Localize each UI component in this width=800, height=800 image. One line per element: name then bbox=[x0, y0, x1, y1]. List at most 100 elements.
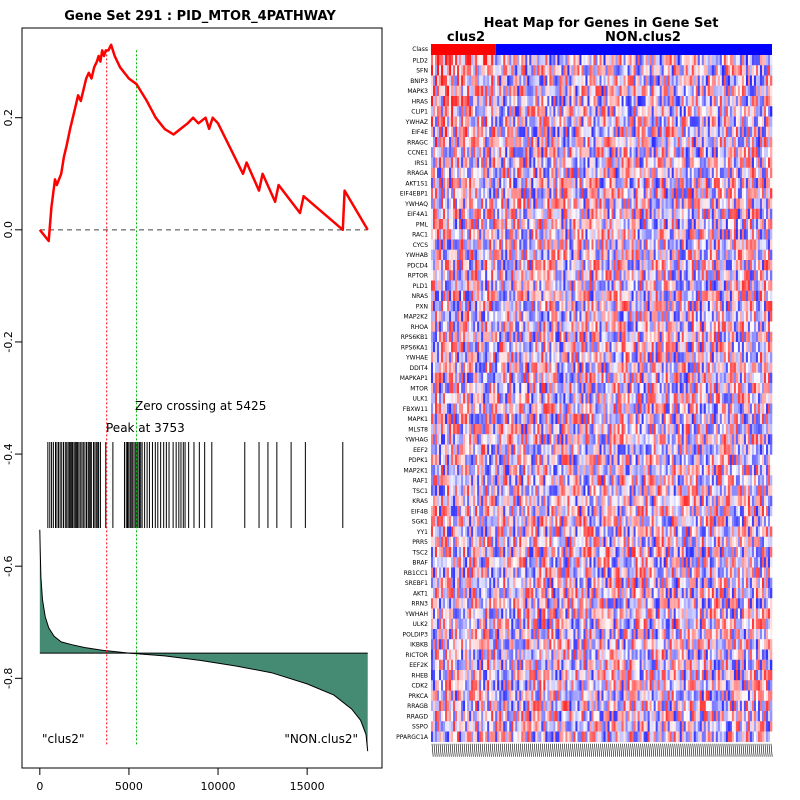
heatmap-cell bbox=[727, 188, 731, 199]
heatmap-cell bbox=[757, 239, 761, 250]
heatmap-cell bbox=[753, 126, 757, 138]
group-label-non-clus2: NON.clus2 bbox=[605, 30, 681, 45]
heatmap-cell bbox=[515, 167, 518, 179]
heatmap-cell bbox=[495, 208, 498, 220]
heatmap-cell bbox=[667, 260, 670, 271]
heatmap-cell bbox=[687, 85, 691, 97]
heatmap-cell bbox=[675, 311, 679, 322]
heatmap-cell bbox=[595, 106, 598, 117]
heatmap-cell bbox=[441, 85, 444, 97]
heatmap-cell bbox=[667, 137, 670, 148]
heatmap-cell bbox=[699, 270, 703, 281]
heatmap-cell bbox=[729, 157, 733, 168]
heatmap-cell bbox=[451, 198, 454, 209]
heatmap-cell bbox=[629, 311, 632, 322]
heatmap-cell bbox=[731, 116, 735, 127]
heatmap-cell bbox=[747, 188, 751, 199]
heatmap-cell bbox=[517, 219, 520, 230]
heatmap-cell bbox=[657, 116, 660, 127]
heatmap-cell bbox=[521, 65, 524, 76]
heatmap-cell bbox=[723, 301, 727, 312]
heatmap-cell bbox=[763, 157, 767, 168]
heatmap-cell bbox=[621, 219, 624, 230]
heatmap-cell bbox=[701, 157, 705, 168]
heatmap-cell bbox=[551, 116, 554, 127]
heatmap-cell bbox=[565, 321, 568, 332]
heatmap-cell bbox=[547, 147, 550, 158]
heatmap-cell bbox=[509, 106, 512, 117]
heatmap-cell bbox=[535, 321, 538, 332]
heatmap-cell bbox=[555, 167, 558, 179]
heatmap-cell bbox=[693, 239, 697, 250]
heatmap-cell bbox=[481, 219, 484, 230]
heatmap-cell bbox=[577, 147, 580, 158]
heatmap-cell bbox=[555, 85, 558, 97]
heatmap-cell bbox=[533, 290, 536, 302]
heatmap-cell bbox=[671, 198, 675, 209]
heatmap-cell bbox=[653, 188, 656, 199]
heatmap-cell bbox=[551, 126, 554, 138]
heatmap-cell bbox=[527, 157, 530, 168]
heatmap-cell bbox=[675, 188, 679, 199]
heatmap-cell bbox=[601, 249, 604, 261]
heatmap-cell bbox=[747, 219, 751, 230]
heatmap-cell bbox=[447, 270, 450, 281]
heatmap-cell bbox=[441, 290, 444, 302]
heatmap-cell bbox=[721, 301, 725, 312]
heatmap-cell bbox=[587, 96, 590, 107]
heatmap-cell bbox=[671, 229, 675, 240]
heatmap-cell bbox=[703, 321, 707, 332]
heatmap-cell bbox=[747, 178, 751, 189]
heatmap-cell bbox=[585, 147, 588, 158]
heatmap-cell bbox=[629, 249, 632, 261]
heatmap-cell bbox=[509, 126, 512, 138]
heatmap-cell bbox=[695, 96, 699, 107]
heatmap-cell bbox=[631, 106, 634, 117]
heatmap-cell bbox=[483, 85, 486, 97]
heatmap-cell bbox=[733, 126, 737, 138]
heatmap-cell bbox=[677, 75, 681, 86]
heatmap-cell bbox=[497, 55, 500, 66]
heatmap-cell bbox=[495, 260, 498, 271]
heatmap-cell bbox=[565, 96, 568, 107]
heatmap-cell bbox=[503, 290, 506, 302]
heatmap-cell bbox=[591, 311, 594, 322]
heatmap-cell bbox=[705, 106, 709, 117]
heatmap-cell bbox=[499, 85, 502, 97]
heatmap-cell bbox=[511, 55, 514, 66]
heatmap-cell bbox=[743, 280, 747, 291]
heatmap-cell bbox=[491, 260, 494, 271]
heatmap-cell bbox=[555, 188, 558, 199]
heatmap-cell bbox=[717, 65, 721, 76]
heatmap-cell bbox=[449, 198, 452, 209]
heatmap-cell bbox=[467, 260, 470, 271]
heatmap-cell bbox=[625, 311, 628, 322]
heatmap-cell bbox=[479, 126, 482, 138]
heatmap-cell bbox=[669, 290, 673, 302]
heatmap-cell bbox=[765, 188, 769, 199]
heatmap-cell bbox=[545, 301, 548, 312]
heatmap-cell bbox=[637, 321, 640, 332]
heatmap-cell bbox=[697, 239, 701, 250]
heatmap-cell bbox=[537, 198, 540, 209]
heatmap-cell bbox=[571, 311, 574, 322]
heatmap-cell bbox=[455, 208, 458, 220]
heatmap-cell bbox=[607, 106, 610, 117]
heatmap-cell bbox=[433, 321, 436, 332]
heatmap-cell bbox=[657, 311, 660, 322]
heatmap-cell bbox=[569, 239, 572, 250]
heatmap-cell bbox=[633, 167, 636, 179]
heatmap-cell bbox=[471, 167, 474, 179]
heatmap-cell bbox=[491, 270, 494, 281]
heatmap-cell bbox=[747, 85, 751, 97]
heatmap-cell bbox=[645, 137, 648, 148]
heatmap-cell bbox=[455, 188, 458, 199]
heatmap-cell bbox=[707, 147, 711, 158]
heatmap-cell bbox=[641, 106, 644, 117]
heatmap-cell bbox=[711, 55, 715, 66]
heatmap-cell bbox=[747, 270, 751, 281]
heatmap-cell bbox=[509, 270, 512, 281]
heatmap-cell bbox=[479, 55, 482, 66]
heatmap-cell bbox=[433, 208, 436, 220]
heatmap-cell bbox=[587, 126, 590, 138]
